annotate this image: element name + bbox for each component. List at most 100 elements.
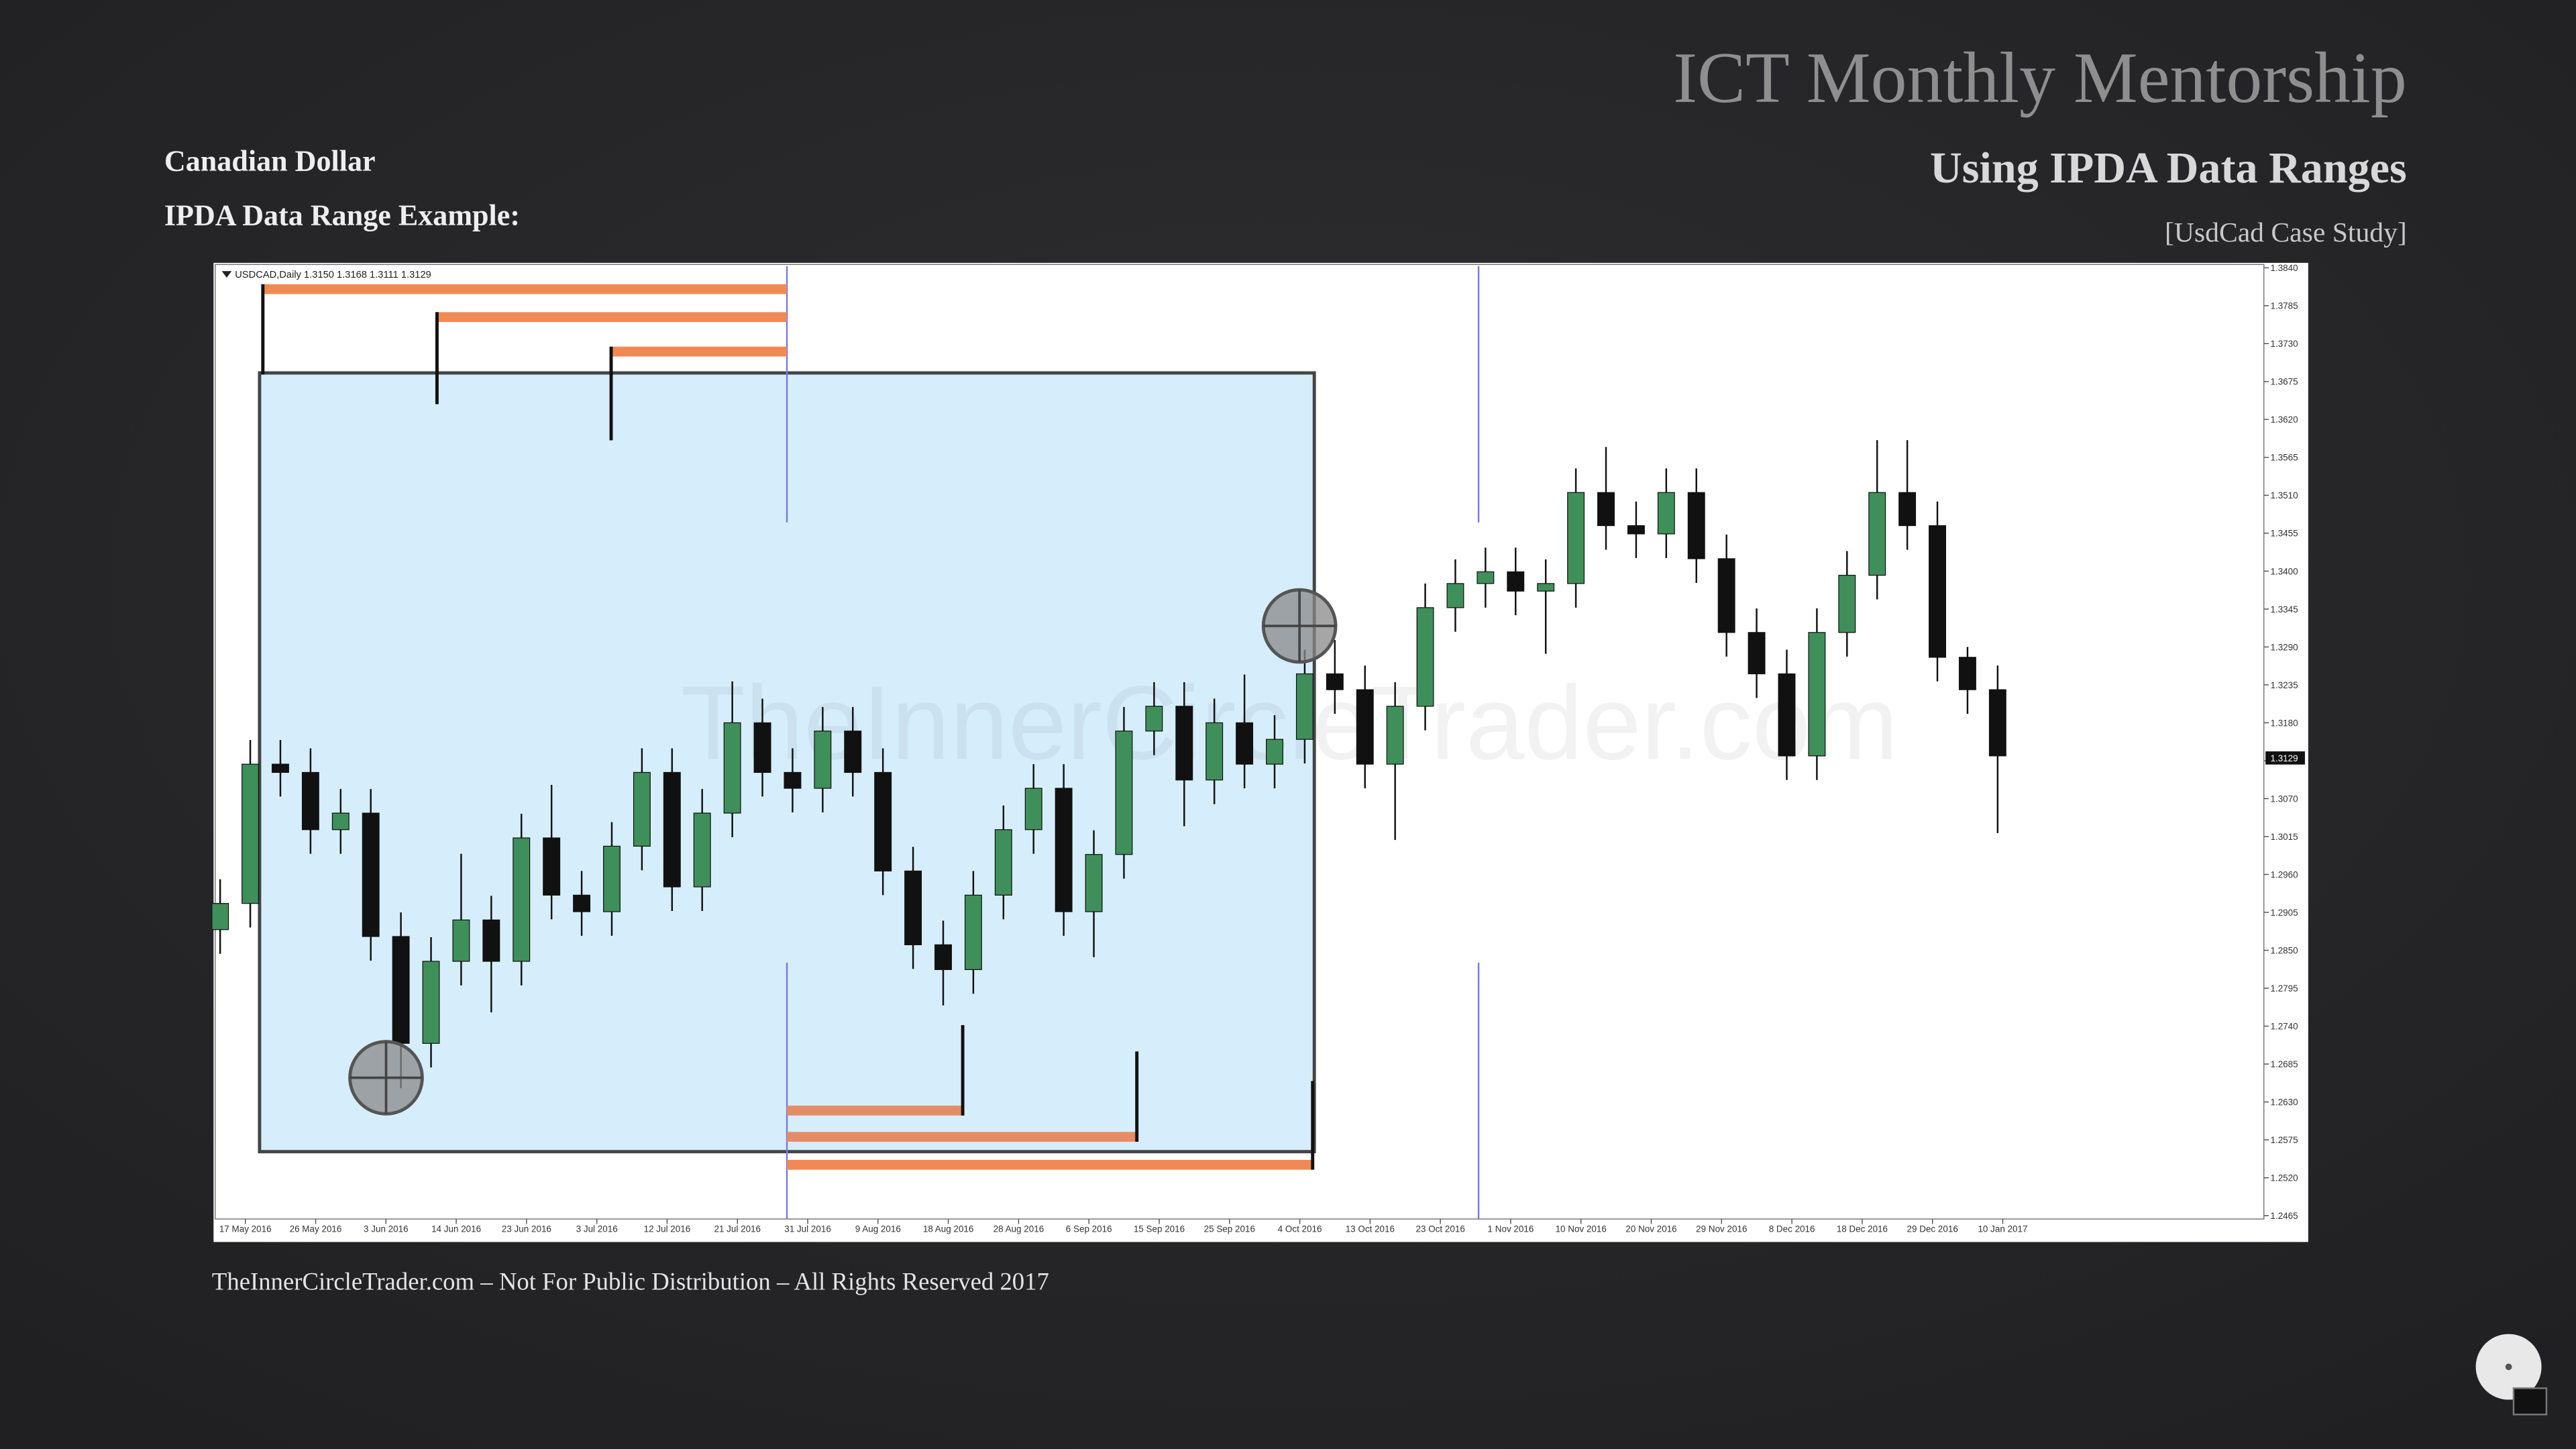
candle-body (1537, 583, 1555, 592)
nav-dot (2505, 1363, 2512, 1371)
candle-body (1416, 607, 1434, 707)
x-tick-label: 1 Nov 2016 (1488, 1224, 1534, 1234)
symbol-header: USDCAD,Daily 1.3150 1.3168 1.3111 1.3129 (235, 270, 431, 280)
y-tick-label: 1.2685 (2270, 1059, 2298, 1069)
candle-body (753, 722, 771, 773)
y-tick-label: 1.3455 (2270, 529, 2298, 539)
candle-body (1838, 574, 1856, 633)
case-study: [UsdCad Case Study] (2165, 217, 2407, 248)
y-tick-label: 1.3785 (2270, 301, 2298, 311)
candle-body (1356, 689, 1374, 765)
last-price-box (2265, 751, 2305, 765)
candle-body (633, 771, 651, 847)
candle-body (241, 763, 260, 904)
candle-body (1266, 739, 1283, 765)
y-tick-label: 1.2795 (2270, 983, 2298, 994)
candle-body (543, 837, 561, 896)
candle-body (723, 722, 741, 814)
x-tick-label: 17 May 2016 (219, 1224, 272, 1234)
candle-body (452, 919, 470, 962)
crosshair-marker (1261, 588, 1338, 664)
high-level-bar (611, 346, 788, 357)
x-tick-label: 18 Dec 2016 (1837, 1224, 1888, 1234)
candle-body (1024, 788, 1042, 830)
candle-body (1446, 583, 1464, 608)
x-tick-label: 3 Jul 2016 (576, 1224, 618, 1234)
candle-body (1717, 558, 1735, 633)
candle-body (422, 961, 440, 1044)
candles (211, 440, 2006, 1089)
candle-body (603, 845, 621, 912)
x-tick-label: 8 Dec 2016 (1769, 1224, 1815, 1234)
candle-body (994, 829, 1012, 896)
candle-body (513, 837, 531, 962)
y-tick-label: 1.3345 (2270, 604, 2298, 614)
watermark: TheInnerCircleTrader.com (681, 664, 1898, 782)
candle-body (362, 812, 380, 937)
y-tick-label: 1.3070 (2270, 794, 2298, 804)
low-level-bar (787, 1106, 963, 1116)
y-tick-label: 1.2960 (2270, 869, 2298, 879)
x-tick-label: 3 Jun 2016 (364, 1224, 409, 1234)
candle-body (1868, 492, 1886, 576)
candle-body (331, 812, 350, 830)
y-tick-label: 1.2905 (2270, 908, 2298, 918)
candle-body (663, 771, 681, 888)
y-tick-label: 1.2630 (2270, 1097, 2298, 1108)
candle-body (1507, 571, 1525, 592)
y-tick-label: 1.3620 (2270, 415, 2298, 425)
candle-body (1145, 706, 1163, 732)
footer: TheInnerCircleTrader.com – Not For Publi… (212, 1267, 1049, 1295)
candle-body (1988, 689, 2006, 757)
y-tick-label: 1.3510 (2270, 490, 2298, 500)
candle-body (934, 944, 952, 970)
x-tick-label: 26 May 2016 (290, 1224, 342, 1234)
candle-body (1808, 632, 1826, 757)
high-level-bar (262, 284, 788, 294)
collapse-arrow (221, 271, 232, 278)
candle-body (1597, 492, 1615, 527)
candle-body (814, 731, 832, 789)
low-level-bar (787, 1159, 1313, 1170)
y-tick-label: 1.2575 (2270, 1135, 2298, 1145)
candle-body (1386, 706, 1404, 765)
axes: 1.2465 1.2520 1.2575 1.2630 1.2685 1.2740 1.27… (219, 263, 2305, 1234)
x-tick-label: 9 Aug 2016 (855, 1224, 901, 1234)
x-tick-label: 10 Jan 2017 (1978, 1224, 2027, 1234)
plot-frame (215, 264, 2265, 1220)
x-tick-label: 23 Jun 2016 (502, 1224, 551, 1234)
x-tick-label: 12 Jul 2016 (644, 1224, 691, 1234)
candle-body (1627, 525, 1645, 535)
anchor-lines (261, 284, 1315, 1170)
x-tick-label: 25 Sep 2016 (1204, 1224, 1255, 1234)
x-tick-label: 20 Nov 2016 (1625, 1224, 1676, 1234)
x-tick-label: 28 Aug 2016 (994, 1224, 1044, 1234)
candle-body (1295, 673, 1313, 740)
x-tick-label: 6 Sep 2016 (1066, 1224, 1112, 1234)
candle-body (844, 731, 862, 773)
candle-body (1748, 632, 1766, 675)
slide-subtitle: Using IPDA Data Ranges (1930, 144, 2407, 193)
avatar-icon[interactable] (2512, 1387, 2548, 1415)
candle-body (482, 919, 500, 962)
last-price-label: 1.3129 (2270, 753, 2298, 763)
y-tick-label: 1.3180 (2270, 718, 2298, 728)
x-tick-label: 18 Aug 2016 (923, 1224, 974, 1234)
x-tick-label: 4 Oct 2016 (1278, 1224, 1322, 1234)
y-tick-label: 1.2520 (2270, 1173, 2298, 1183)
x-tick-label: 31 Jul 2016 (784, 1224, 831, 1234)
candle-body (1326, 673, 1344, 690)
candle-body (573, 894, 591, 912)
candle-body (1175, 706, 1193, 781)
candle-body (1657, 492, 1675, 535)
candle-body (1687, 492, 1705, 559)
candle-body (1115, 731, 1133, 855)
x-tick-label: 13 Oct 2016 (1346, 1224, 1395, 1234)
x-tick-label: 29 Nov 2016 (1696, 1224, 1747, 1234)
y-tick-label: 1.3400 (2270, 566, 2298, 576)
candle-body (211, 903, 229, 930)
candle-body (1958, 657, 1976, 690)
slide-title: ICT Monthly Mentorship (1673, 38, 2407, 118)
candle-body (1236, 722, 1254, 765)
